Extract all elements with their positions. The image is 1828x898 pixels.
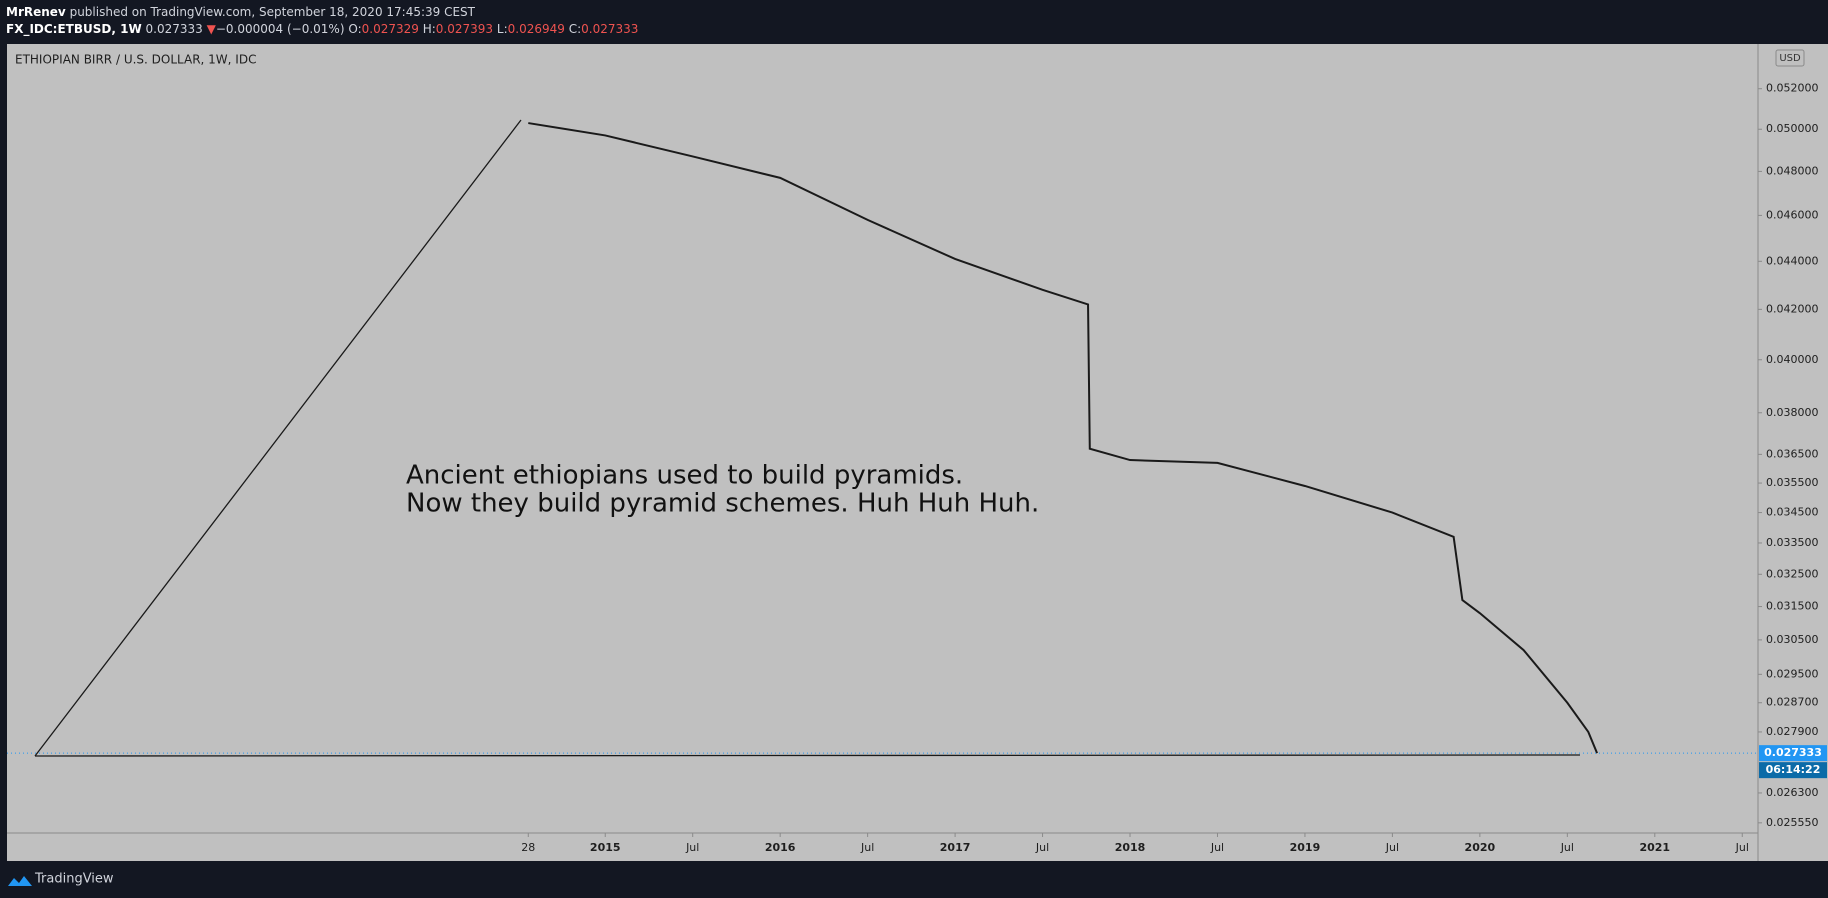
y-tick-label: 0.046000 (1766, 208, 1819, 221)
chart-title: ETHIOPIAN BIRR / U.S. DOLLAR, 1W, IDC (15, 53, 256, 67)
x-tick-label: 2016 (765, 841, 796, 854)
close: 0.027333 (581, 22, 638, 36)
y-tick-label: 0.029500 (1766, 667, 1819, 680)
annotation-line: Ancient ethiopians used to build pyramid… (406, 461, 963, 491)
close-label: C: (569, 22, 581, 36)
last-price-label: 0.027333 (1764, 746, 1822, 759)
y-tick-label: 0.035500 (1766, 476, 1819, 489)
pyramid-base (34, 754, 1581, 757)
x-tick-label: Jul (1735, 841, 1749, 854)
last: 0.027333 (146, 22, 203, 36)
currency: USD (1779, 53, 1801, 64)
y-tick-label: 0.038000 (1766, 406, 1819, 419)
brand: TradingView (34, 872, 114, 887)
y-tick-label: 0.044000 (1766, 254, 1819, 267)
annotation-line: Now they build pyramid schemes. Huh Huh … (406, 489, 1039, 519)
change: −0.000004 (−0.01%) (216, 22, 345, 36)
high-label: H: (423, 22, 436, 36)
open: 0.027329 (362, 22, 419, 36)
header-line-1: MrRenev published on TradingView.com, Se… (6, 5, 476, 19)
y-tick-label: 0.026300 (1766, 786, 1819, 799)
author: MrRenev (6, 5, 66, 19)
x-tick-label: Jul (1560, 841, 1574, 854)
high: 0.027393 (436, 22, 493, 36)
arrow: ▼ (207, 22, 217, 36)
y-tick-label: 0.031500 (1766, 600, 1819, 613)
x-tick-label: 2018 (1115, 841, 1146, 854)
y-tick-label: 0.033500 (1766, 536, 1819, 549)
low-label: L: (497, 22, 508, 36)
x-tick-label: 2017 (940, 841, 971, 854)
open-label: O: (348, 22, 361, 36)
y-tick-label: 0.036500 (1766, 447, 1819, 460)
chart-area (7, 44, 1828, 861)
x-tick-label: Jul (860, 841, 874, 854)
x-tick-label: Jul (685, 841, 699, 854)
low: 0.026949 (508, 22, 565, 36)
currency-box (1775, 49, 1805, 67)
x-tick-label: 2021 (1639, 841, 1670, 854)
price-line (528, 122, 1598, 754)
footer-bar (0, 861, 1828, 898)
x-tick-label: 28 (521, 841, 535, 854)
countdown: 06:14:22 (1766, 763, 1821, 776)
y-tick-label: 0.030500 (1766, 633, 1819, 646)
pyramid-drawing (34, 119, 522, 757)
x-tick-label: 2019 (1290, 841, 1321, 854)
y-tick-label: 0.025550 (1766, 816, 1819, 829)
y-tick-label: 0.040000 (1766, 353, 1819, 366)
y-tick-label: 0.042000 (1766, 302, 1819, 315)
x-tick-label: Jul (1035, 841, 1049, 854)
x-tick-label: 2015 (590, 841, 621, 854)
x-tick-label: Jul (1210, 841, 1224, 854)
countdown-tag (1759, 762, 1827, 779)
x-tick-label: Jul (1385, 841, 1399, 854)
y-tick-label: 0.050000 (1766, 122, 1819, 135)
y-tick-label: 0.034500 (1766, 506, 1819, 519)
y-tick-label: 0.028700 (1766, 696, 1819, 709)
y-tick-label: 0.032500 (1766, 567, 1819, 580)
logo (8, 876, 32, 886)
y-tick-label: 0.027900 (1766, 725, 1819, 738)
x-tick-label: 2020 (1465, 841, 1496, 854)
y-tick-label: 0.052000 (1766, 82, 1819, 95)
y-tick-label: 0.048000 (1766, 164, 1819, 177)
last-price-tag (1759, 745, 1827, 762)
published: published on TradingView.com, September … (70, 5, 476, 19)
symbol: FX_IDC:ETBUSD, 1W (6, 22, 142, 37)
header-line-2: FX_IDC:ETBUSD, 1W 0.027333 ▼−0.000004 (−… (6, 22, 638, 37)
